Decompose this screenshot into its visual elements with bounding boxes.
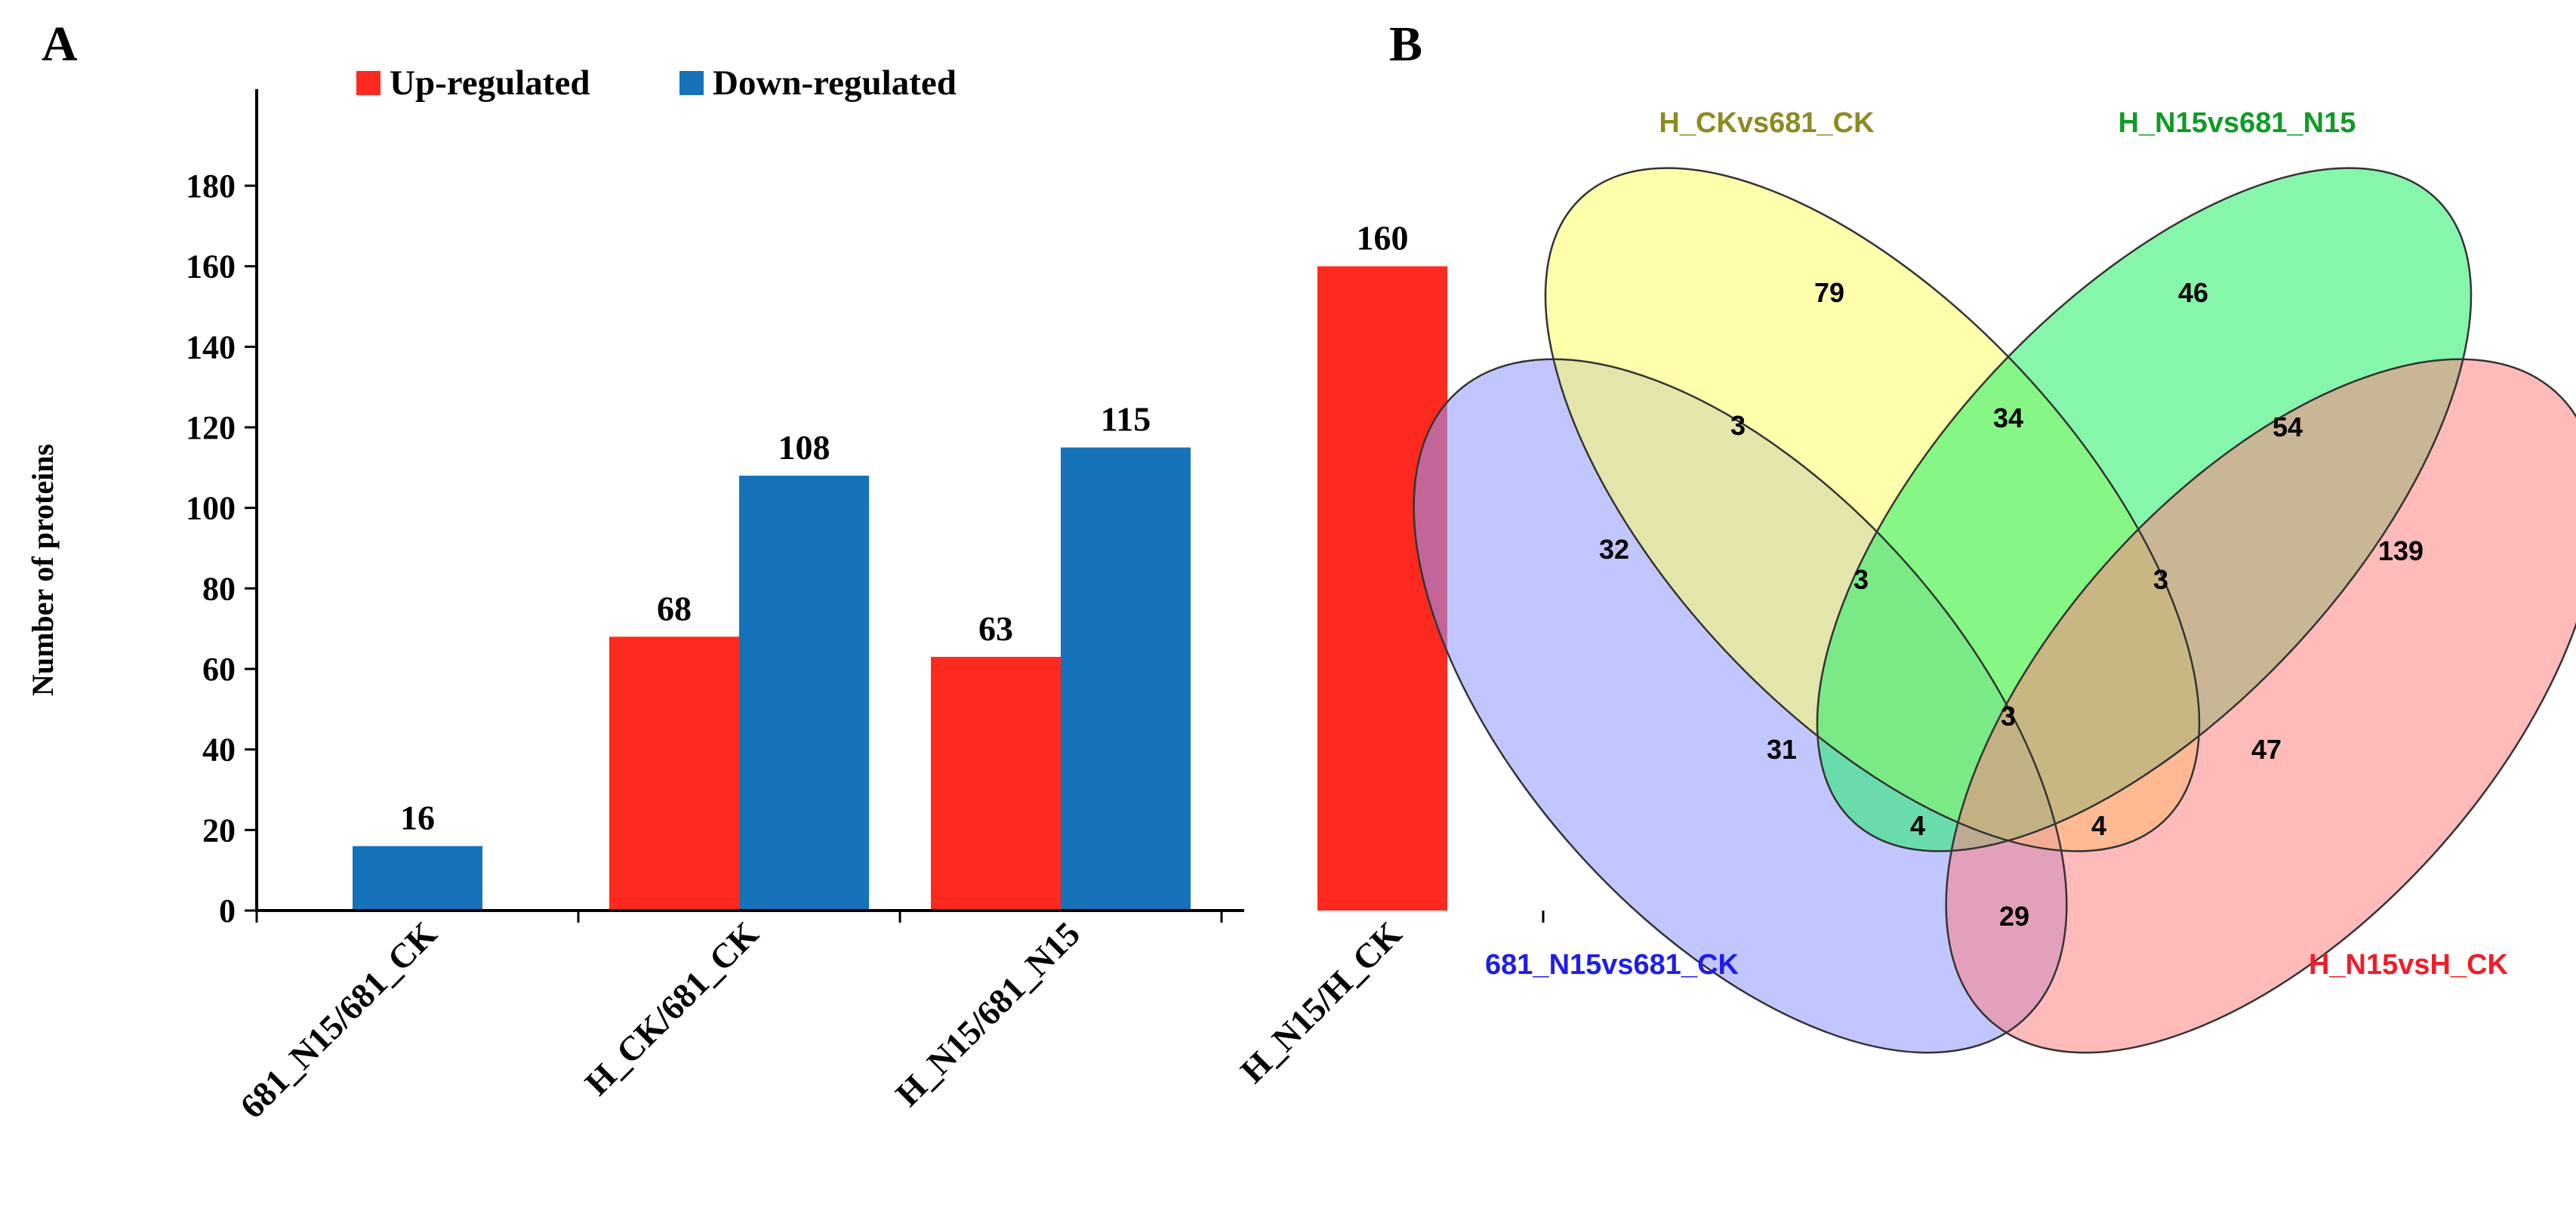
y-axis-ticks: 0 20 40 60 80 100 120 140 160 180 (186, 168, 257, 929)
bar-down-regulated-h-n15-681-n15 (1061, 447, 1191, 911)
bar-up-regulated-h-n15-681-n15 (931, 657, 1061, 911)
y-tick-label: 40 (202, 732, 236, 769)
bar-value-label: 108 (778, 428, 830, 467)
legend-label-up-regulated: Up-regulated (390, 63, 590, 103)
venn-count-681-n15vs681-ck-and-h-ckvs681-ck: 3 (1730, 410, 1746, 441)
venn-count-h-ckvs681-ck-and-h-n15vs681-n15-and-h-n15vsh-ck: 3 (2153, 564, 2168, 595)
x-axis-ticks: 681_N15/681_CK H_CK/681_CK H_N15/681_N15 H_… (233, 911, 1545, 1126)
x-tick-label: H_CK/681_CK (578, 914, 766, 1102)
y-tick-label: 60 (202, 651, 236, 688)
venn-count-h-ckvs681-ck: 79 (1814, 277, 1844, 308)
venn-count-681-n15vs681-ck-and-h-n15vs681-n15: 31 (1767, 734, 1797, 765)
venn-region-counts: 79 46 3 34 54 32 3 3 139 31 3 47 4 4 29 (1599, 277, 2423, 932)
venn-outline-681-n15vs681-ck (1413, 358, 2068, 1054)
bar-value-label: 160 (1357, 219, 1409, 257)
venn-label-h-n15vsh-ck: H_N15vsH_CK (2309, 949, 2509, 981)
y-tick-label: 120 (186, 409, 236, 446)
legend-swatch-up-regulated (356, 71, 381, 95)
venn-count-h-ckvs681-ck-and-h-n15vs681-n15: 34 (1993, 402, 2023, 433)
panel-b: B 79 46 3 34 54 32 3 3 139 31 3 47 4 4 29 681_N15vs681… (1389, 17, 2576, 1054)
x-tick-label: H_N15/H_CK (1233, 914, 1409, 1090)
venn-set-labels: 681_N15vs681_CK H_CKvs681_CK H_N15vs681_N1… (1485, 107, 2509, 981)
venn-ellipses (1413, 168, 2576, 1053)
bars (353, 266, 1447, 911)
venn-label-h-n15vs681-n15: H_N15vs681_N15 (2118, 107, 2356, 139)
venn-count-h-n15vs681-n15: 46 (2178, 277, 2208, 308)
bar-legend: Up-regulated Down-regulated (356, 63, 957, 103)
y-tick-label: 180 (186, 168, 236, 205)
bar-value-label: 68 (657, 589, 692, 627)
venn-set-h-n15vs681-n15 (1817, 168, 2471, 852)
y-tick-label: 140 (186, 328, 236, 365)
panel-a: A Up-regulated Down-regulated Number of p… (26, 17, 1545, 1126)
bar-value-labels: 16 68 108 63 115 160 (400, 219, 1409, 837)
x-tick-label: H_N15/681_N15 (888, 914, 1087, 1114)
y-tick-label: 80 (202, 570, 236, 607)
bar-value-label: 63 (978, 609, 1013, 648)
bar-up-regulated-h-ck-681-ck (609, 636, 739, 911)
venn-set-681-n15vs681-ck (1413, 359, 2067, 1053)
venn-count-h-ckvs681-ck-and-h-n15vsh-ck: 47 (2251, 734, 2282, 765)
panel-a-label: A (42, 17, 78, 72)
y-tick-label: 100 (186, 490, 236, 527)
legend-swatch-down-regulated (679, 71, 704, 95)
venn-count-h-n15vs681-n15-and-h-n15vsh-ck: 54 (2272, 411, 2303, 442)
x-tick-label: 681_N15/681_CK (233, 914, 444, 1126)
bar-value-label: 16 (400, 799, 435, 837)
venn-outline-h-n15vsh-ck (1945, 358, 2576, 1054)
venn-label-h-ckvs681-ck: H_CKvs681_CK (1659, 107, 1875, 139)
venn-count-681-n15vs681-ck-and-h-ckvs681-ck-and-h-n15vs681-n15: 3 (1853, 564, 1869, 595)
bar-down-regulated-681-n15-681-ck (353, 846, 482, 911)
panel-b-label: B (1389, 17, 1422, 72)
y-tick-label: 160 (186, 248, 236, 285)
venn-count-681-n15vs681-ck: 32 (1599, 534, 1629, 565)
venn-count-681-n15vs681-ck-and-h-n15vs681-n15-and-h-n15vsh-ck: 4 (1910, 810, 1925, 841)
legend-label-down-regulated: Down-regulated (713, 63, 957, 103)
bar-value-label: 115 (1101, 400, 1151, 439)
venn-count-681-n15vs681-ck-and-h-ckvs681-ck-and-h-n15vsh-ck: 4 (2091, 810, 2106, 841)
venn-count-681-n15vs681-ck-and-h-ckvs681-ck-and-h-n15vs681-n15-and-h-n15vsh-ck: 3 (2001, 701, 2016, 732)
bar-down-regulated-h-ck-681-ck (739, 476, 869, 911)
venn-outline-h-n15vs681-n15 (1816, 167, 2473, 852)
venn-count-h-n15vsh-ck: 139 (2378, 535, 2423, 566)
y-axis-label: Number of proteins (26, 444, 60, 696)
venn-label-681-n15vs681-ck: 681_N15vs681_CK (1485, 949, 1739, 981)
venn-set-h-n15vsh-ck (1946, 359, 2576, 1053)
venn-outlines (1413, 167, 2576, 1054)
y-tick-label: 0 (219, 892, 236, 929)
venn-outline-h-ckvs681-ck (1544, 167, 2201, 852)
y-tick-label: 20 (202, 812, 236, 849)
venn-count-681-n15vs681-ck-and-h-n15vsh-ck: 29 (1999, 901, 2029, 932)
